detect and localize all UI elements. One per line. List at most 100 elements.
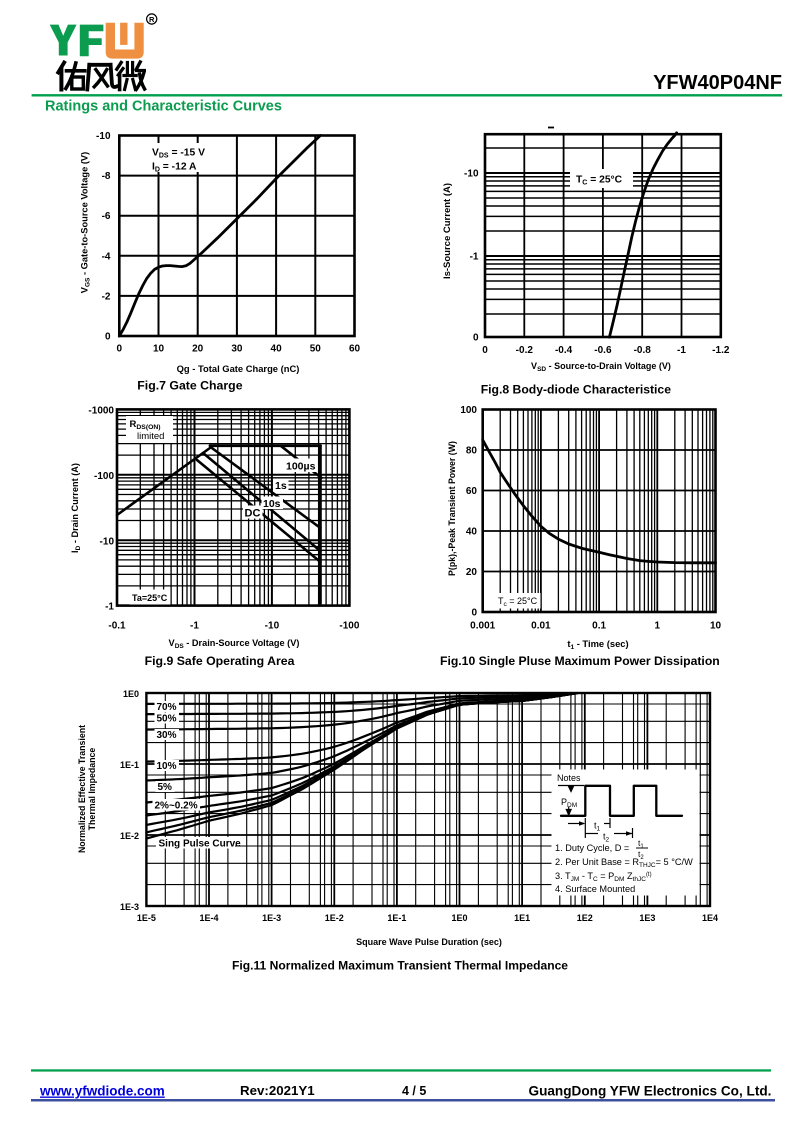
svg-text:t1: t1 (638, 838, 644, 850)
svg-text:0.1: 0.1 (592, 621, 606, 632)
svg-text:-8: -8 (102, 171, 111, 182)
svg-text:0: 0 (117, 344, 123, 355)
svg-text:-0.4: -0.4 (555, 345, 573, 356)
svg-text:YFW40P04NF: YFW40P04NF (653, 72, 782, 94)
svg-text:70%: 70% (157, 702, 177, 713)
svg-text:-100: -100 (94, 471, 114, 482)
svg-text:limited: limited (137, 431, 164, 442)
svg-text:1E-1: 1E-1 (120, 760, 139, 770)
svg-text:-0.2: -0.2 (516, 345, 534, 356)
svg-text:3. TJM - TC = PDM ZthJC(t): 3. TJM - TC = PDM ZthJC(t) (555, 871, 652, 883)
svg-text:Is-Source Current (A): Is-Source Current (A) (442, 183, 453, 279)
svg-text:Ta=25°C: Ta=25°C (132, 593, 168, 603)
svg-text:DC: DC (245, 508, 261, 520)
svg-text:1E-3: 1E-3 (120, 902, 139, 912)
svg-text:GuangDong YFW Electronics Co,: GuangDong YFW Electronics Co, Ltd. (529, 1084, 772, 1099)
svg-text:80: 80 (466, 446, 478, 457)
svg-text:1E-2: 1E-2 (325, 913, 344, 923)
svg-text:0: 0 (471, 608, 477, 619)
svg-text:2. Per Unit Base = RTHJC= 5 °C: 2. Per Unit Base = RTHJC= 5 °C/W (555, 857, 693, 869)
svg-text:-0.1: -0.1 (108, 621, 126, 632)
svg-text:1. Duty Cycle, D =: 1. Duty Cycle, D = (555, 843, 629, 853)
svg-text:1E2: 1E2 (577, 913, 593, 923)
svg-text:www.yfwdiode.com: www.yfwdiode.com (39, 1084, 165, 1099)
svg-text:Notes: Notes (557, 773, 581, 783)
svg-text:-2: -2 (102, 291, 111, 302)
svg-text:Normalized Effective Transient: Normalized Effective Transient (77, 725, 87, 853)
svg-text:TC = 25°C: TC = 25°C (576, 175, 623, 187)
svg-text:-0.8: -0.8 (634, 345, 652, 356)
svg-text:R: R (149, 15, 155, 24)
svg-text:VDS - Drain-Source Voltage (V): VDS - Drain-Source Voltage (V) (169, 638, 300, 650)
svg-text:0: 0 (473, 333, 479, 344)
svg-text:1E3: 1E3 (639, 913, 655, 923)
svg-text:20: 20 (192, 344, 204, 355)
svg-text:Fig.10 Single Pluse Maximum Po: Fig.10 Single Pluse Maximum Power Dissip… (440, 654, 720, 668)
svg-text:2%~0.2%: 2%~0.2% (155, 801, 198, 812)
svg-text:-10: -10 (100, 537, 115, 548)
svg-text:Thermal Impedance: Thermal Impedance (87, 748, 97, 831)
svg-text:ID - Drain Current (A): ID - Drain Current (A) (70, 463, 82, 553)
svg-text:10s: 10s (263, 498, 281, 510)
svg-text:0.001: 0.001 (470, 621, 495, 632)
svg-text:1E0: 1E0 (123, 689, 139, 699)
svg-text:50: 50 (310, 344, 322, 355)
svg-text:30%: 30% (157, 730, 177, 741)
svg-text:1E-1: 1E-1 (387, 913, 406, 923)
svg-text:40: 40 (271, 344, 283, 355)
svg-text:1E-2: 1E-2 (120, 831, 139, 841)
svg-text:1E4: 1E4 (702, 913, 718, 923)
svg-text:50%: 50% (157, 714, 177, 725)
svg-text:Square Wave Pulse Duration (se: Square Wave Pulse Duration (sec) (356, 937, 502, 947)
svg-text:Fig.9 Safe Operating Area: Fig.9 Safe Operating Area (145, 654, 295, 668)
svg-text:-100: -100 (339, 621, 359, 632)
svg-text:Fig.11 Normalized Maximum Tran: Fig.11 Normalized Maximum Transient Ther… (232, 959, 568, 973)
svg-text:t2: t2 (638, 849, 644, 861)
svg-text:VGS - Gate-to-Source Voltage (: VGS - Gate-to-Source Voltage (V) (80, 152, 92, 293)
svg-text:-4: -4 (102, 251, 111, 262)
svg-text:-0.6: -0.6 (594, 345, 612, 356)
svg-text:Qg - Total Gate Charge (nC): Qg - Total Gate Charge (nC) (177, 363, 300, 374)
svg-text:Rev:2021Y1: Rev:2021Y1 (240, 1083, 315, 1098)
svg-text:P(pk),-Peak Transient Power (W: P(pk),-Peak Transient Power (W) (447, 441, 457, 576)
svg-text:-1: -1 (190, 621, 199, 632)
svg-text:1: 1 (655, 621, 661, 632)
svg-text:-10: -10 (96, 131, 111, 142)
svg-text:t2: t2 (603, 832, 610, 844)
svg-text:4 / 5: 4 / 5 (402, 1084, 426, 1098)
svg-text:60: 60 (466, 486, 478, 497)
svg-text:10: 10 (153, 344, 165, 355)
svg-text:Fig.7 Gate Charge: Fig.7 Gate Charge (137, 379, 242, 393)
svg-text:t1 - Time (sec): t1 - Time (sec) (567, 638, 628, 651)
svg-text:-1: -1 (105, 602, 114, 613)
svg-text:-10: -10 (464, 169, 479, 180)
svg-text:0: 0 (105, 332, 111, 343)
svg-text:1E-5: 1E-5 (137, 913, 156, 923)
svg-text:10: 10 (710, 621, 722, 632)
svg-text:1E1: 1E1 (514, 913, 530, 923)
svg-text:-1: -1 (470, 252, 479, 263)
svg-text:1E-3: 1E-3 (262, 913, 281, 923)
svg-text:1E-4: 1E-4 (199, 913, 218, 923)
svg-text:t1: t1 (594, 821, 601, 833)
svg-text:0: 0 (482, 345, 488, 356)
svg-text:40: 40 (466, 527, 478, 538)
svg-text:100µs: 100µs (286, 461, 316, 473)
svg-text:Fig.8 Body-diode Characteristi: Fig.8 Body-diode Characteristice (481, 383, 672, 397)
svg-text:20: 20 (466, 567, 478, 578)
svg-text:4. Surface Mounted: 4. Surface Mounted (555, 884, 635, 894)
svg-text:0.01: 0.01 (531, 621, 551, 632)
svg-text:30: 30 (231, 344, 243, 355)
svg-text:-1.2: -1.2 (712, 345, 730, 356)
svg-text:Ratings and Characteristic Cur: Ratings and Characteristic Curves (45, 99, 282, 115)
svg-text:5%: 5% (158, 782, 173, 793)
svg-text:1s: 1s (275, 480, 287, 492)
svg-text:ID = -12 A: ID = -12 A (152, 162, 197, 174)
svg-text:60: 60 (349, 344, 361, 355)
svg-text:Tc = 25°C: Tc = 25°C (498, 596, 538, 608)
svg-text:VSD - Source-to-Drain Voltage: VSD - Source-to-Drain Voltage (V) (531, 361, 671, 373)
svg-text:Sing Pulse Curve: Sing Pulse Curve (159, 839, 242, 850)
svg-text:-1: -1 (677, 345, 686, 356)
svg-text:1E0: 1E0 (451, 913, 467, 923)
svg-text:-10: -10 (265, 621, 280, 632)
